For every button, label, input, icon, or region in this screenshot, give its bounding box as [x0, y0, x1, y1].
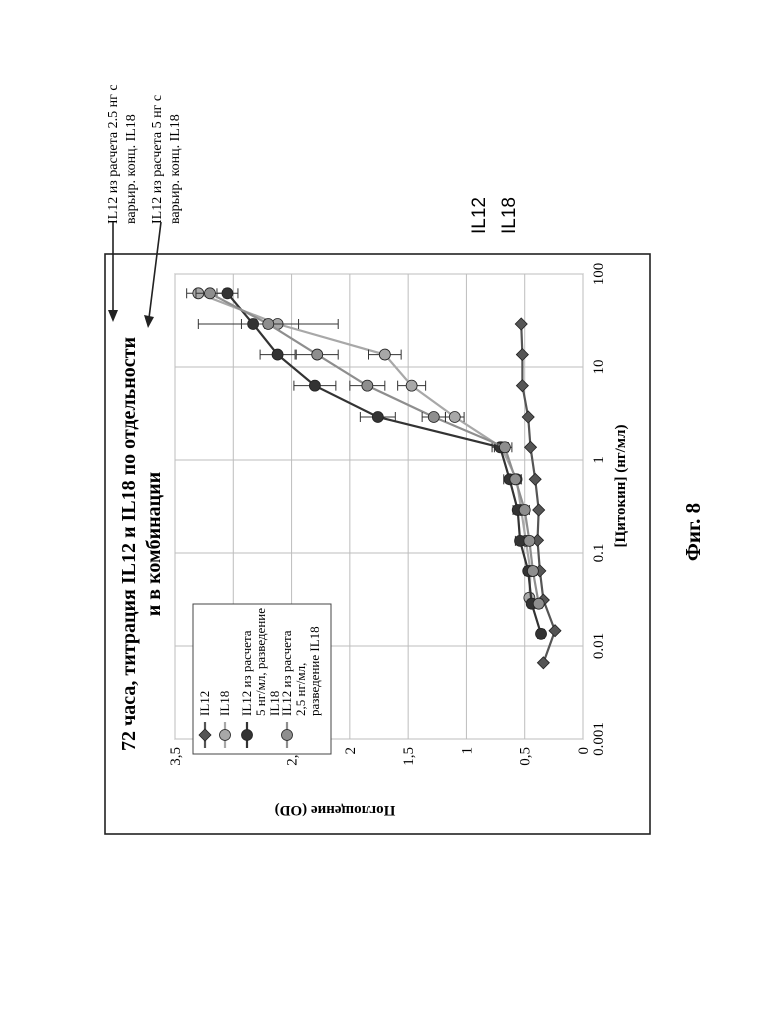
- data-point: [372, 411, 383, 422]
- legend-label: IL12 из расчета: [239, 630, 254, 716]
- legend-marker: [282, 730, 293, 741]
- chart-title-line-2: и в комбинации: [143, 472, 165, 616]
- data-point: [510, 474, 521, 485]
- data-point: [499, 442, 510, 453]
- y-tick-label: 2: [343, 747, 359, 755]
- rotated-figure: 72 часа, титрация IL12 и IL18 по отдельн…: [105, 84, 705, 834]
- x-tick-label: 10: [591, 360, 607, 375]
- legend: IL12IL18IL12 из расчета5 нг/мл, разведен…: [193, 604, 331, 754]
- data-point: [536, 628, 547, 639]
- data-point: [406, 380, 417, 391]
- figure-label: Фиг. 8: [681, 503, 705, 561]
- x-tick-label: 0.001: [591, 722, 607, 756]
- legend-marker: [220, 730, 231, 741]
- annotation-1-line-1: IL12 из расчета 2.5 нг с: [106, 84, 121, 224]
- data-point: [309, 380, 320, 391]
- y-tick-label: 0,5: [518, 747, 534, 766]
- chart-title-line-1: 72 часа, титрация IL12 и IL18 по отдельн…: [118, 337, 140, 751]
- legend-marker: [242, 730, 253, 741]
- x-tick-label: 100: [591, 263, 607, 286]
- legend-label: разведение IL18: [307, 626, 322, 716]
- data-point: [449, 411, 460, 422]
- y-tick-label: 0: [576, 747, 592, 755]
- y-tick-label: 1,5: [401, 747, 417, 766]
- x-axis-label: [Цитокин] (нг/мл): [613, 425, 629, 548]
- legend-label: IL18: [217, 691, 232, 716]
- legend-label: IL12: [197, 691, 212, 716]
- data-point: [204, 288, 215, 299]
- data-point: [533, 598, 544, 609]
- legend-label: 5 нг/мл, разведение: [253, 608, 268, 716]
- data-point: [379, 349, 390, 360]
- legend-label: IL12 из расчета: [279, 630, 294, 716]
- y-tick-label: 3,5: [168, 747, 184, 766]
- x-tick-label: 0.01: [591, 633, 607, 659]
- legend-label: 2,5 нг/мл,: [293, 663, 308, 716]
- annotation-2-line-2: варьир. конц. IL18: [168, 114, 183, 224]
- data-point: [272, 349, 283, 360]
- annotation-1-line-2: варьир. конц. IL18: [124, 114, 139, 224]
- x-tick-label: 1: [591, 456, 607, 464]
- x-tick-label: 0.1: [591, 544, 607, 563]
- data-point: [428, 411, 439, 422]
- data-point: [524, 535, 535, 546]
- side-label-il12: IL12: [469, 197, 490, 234]
- y-tick-label: 1: [459, 747, 475, 755]
- side-label-il18: IL18: [499, 197, 520, 234]
- y-axis-label: Поглощение (OD): [275, 802, 396, 818]
- data-point: [519, 504, 530, 515]
- annotation-2-line-1: IL12 из расчета 5 нг с: [150, 95, 165, 224]
- data-point: [527, 566, 538, 577]
- data-point: [312, 349, 323, 360]
- data-point: [362, 380, 373, 391]
- data-point: [263, 318, 274, 329]
